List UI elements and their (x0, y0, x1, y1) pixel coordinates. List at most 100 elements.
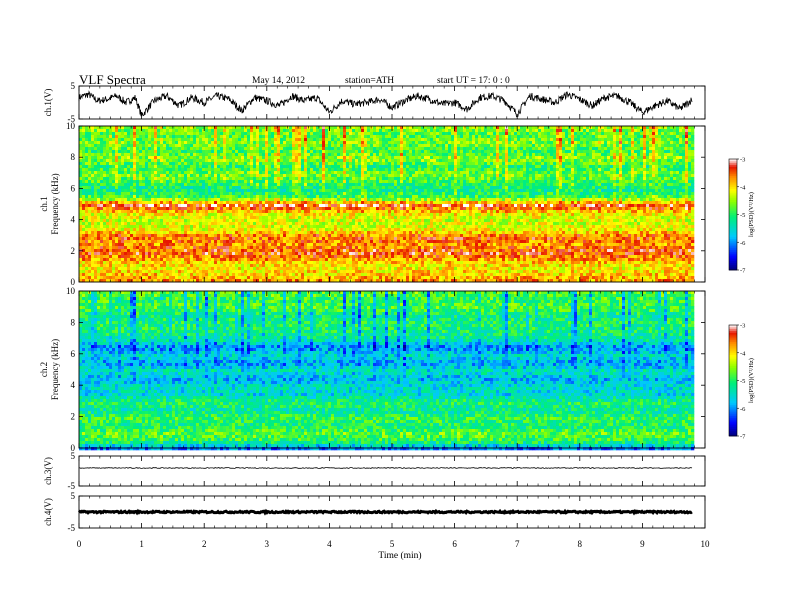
spectrogram-cell (130, 192, 133, 195)
spectrogram-cell (181, 180, 184, 183)
spectrogram-cell (244, 249, 247, 252)
spectrogram-cell (295, 201, 298, 204)
spectrogram-cell (304, 183, 307, 186)
spectrogram-cell (190, 180, 193, 183)
spectrogram-cell (295, 198, 298, 201)
spectrogram-cell (340, 255, 343, 258)
spectrogram-cell (130, 240, 133, 243)
spectrogram-cell (247, 180, 250, 183)
spectrogram-cell (187, 162, 190, 165)
spectrogram-cell (229, 177, 232, 180)
spectrogram-cell (229, 273, 232, 276)
spectrogram-cell (340, 276, 343, 279)
spectrogram-cell (172, 171, 175, 174)
spectrogram-cell (277, 204, 280, 207)
spectrogram-cell (331, 225, 334, 228)
spectrogram-cell (226, 141, 229, 144)
spectrogram-cell (106, 264, 109, 267)
spectrogram-cell (283, 156, 286, 159)
spectrogram-cell (115, 276, 118, 279)
spectrogram-cell (265, 258, 268, 261)
spectrogram-cell (148, 207, 151, 210)
spectrogram-cell (82, 174, 85, 177)
spectrogram-cell (319, 144, 322, 147)
spectrogram-cell (214, 162, 217, 165)
spectrogram-cell (250, 186, 253, 189)
spectrogram-cell (79, 132, 82, 135)
spectrogram-cell (199, 273, 202, 276)
spectrogram-cell (220, 261, 223, 264)
spectrogram-cell (280, 162, 283, 165)
spectrogram-cell (166, 255, 169, 258)
spectrogram-cell (142, 162, 145, 165)
spectrogram-cell (124, 135, 127, 138)
spectrogram-cell (253, 270, 256, 273)
spectrogram-cell (202, 222, 205, 225)
spectrogram-cell (277, 153, 280, 156)
spectrogram-cell (220, 267, 223, 270)
spectrogram-cell (316, 183, 319, 186)
spectrogram-cell (298, 168, 301, 171)
spectrogram-cell (214, 219, 217, 222)
spectrogram-cell (151, 255, 154, 258)
spectrogram-cell (322, 228, 325, 231)
spectrogram-cell (124, 177, 127, 180)
spectrogram-cell (154, 156, 157, 159)
spectrogram-cell (202, 219, 205, 222)
spectrogram-cell (82, 147, 85, 150)
spectrogram-cell (232, 150, 235, 153)
spectrogram-cell (154, 210, 157, 213)
spectrogram-cell (235, 246, 238, 249)
spectrogram-cell (262, 264, 265, 267)
spectrogram-cell (340, 225, 343, 228)
spectrogram-cell (307, 246, 310, 249)
spectrogram-cell (184, 231, 187, 234)
spectrogram-cell (145, 255, 148, 258)
spectrogram-cell (103, 249, 106, 252)
spectrogram-cell (151, 207, 154, 210)
spectrogram-cell (157, 207, 160, 210)
spectrogram-cell (199, 276, 202, 279)
spectrogram-cell (328, 180, 331, 183)
spectrogram-cell (79, 252, 82, 255)
spectrogram-cell (316, 144, 319, 147)
spectrogram-cell (160, 198, 163, 201)
spectrogram-cell (94, 249, 97, 252)
spectrogram-cell (253, 273, 256, 276)
spectrogram-cell (334, 126, 337, 129)
spectrogram-cell (262, 129, 265, 132)
spectrogram-cell (157, 159, 160, 162)
spectrogram-cell (196, 174, 199, 177)
spectrogram-cell (337, 150, 340, 153)
spectrogram-cell (301, 246, 304, 249)
spectrogram-cell (79, 141, 82, 144)
spectrogram-cell (319, 165, 322, 168)
spectrogram-cell (163, 264, 166, 267)
spectrogram-cell (256, 243, 259, 246)
spectrogram-cell (280, 264, 283, 267)
spectrogram-cell (316, 216, 319, 219)
spectrogram-cell (163, 255, 166, 258)
spectrogram-cell (313, 138, 316, 141)
spectrogram-cell (142, 174, 145, 177)
spectrogram-cell (235, 231, 238, 234)
spectrogram-cell (175, 165, 178, 168)
spectrogram-cell (232, 270, 235, 273)
spectrogram-cell (100, 150, 103, 153)
spectrogram-cell (316, 237, 319, 240)
spectrogram-cell (145, 198, 148, 201)
spectrogram-cell (160, 252, 163, 255)
spectrogram-cell (88, 165, 91, 168)
spectrogram-cell (130, 219, 133, 222)
spectrogram-cell (79, 258, 82, 261)
spectrogram-cell (238, 249, 241, 252)
spectrogram-cell (139, 210, 142, 213)
spectrogram-cell (160, 273, 163, 276)
spectrogram-cell (121, 240, 124, 243)
spectrogram-cell (265, 240, 268, 243)
spectrogram-cell (169, 222, 172, 225)
spectrogram-cell (328, 165, 331, 168)
spectrogram-cell (130, 216, 133, 219)
spectrogram-cell (277, 183, 280, 186)
spectrogram-cell (241, 267, 244, 270)
